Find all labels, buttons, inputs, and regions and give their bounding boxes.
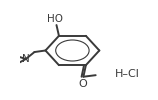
Text: O: O bbox=[78, 79, 87, 89]
Text: HO: HO bbox=[47, 14, 63, 24]
Text: H–Cl: H–Cl bbox=[115, 69, 140, 79]
Text: N: N bbox=[22, 54, 30, 64]
